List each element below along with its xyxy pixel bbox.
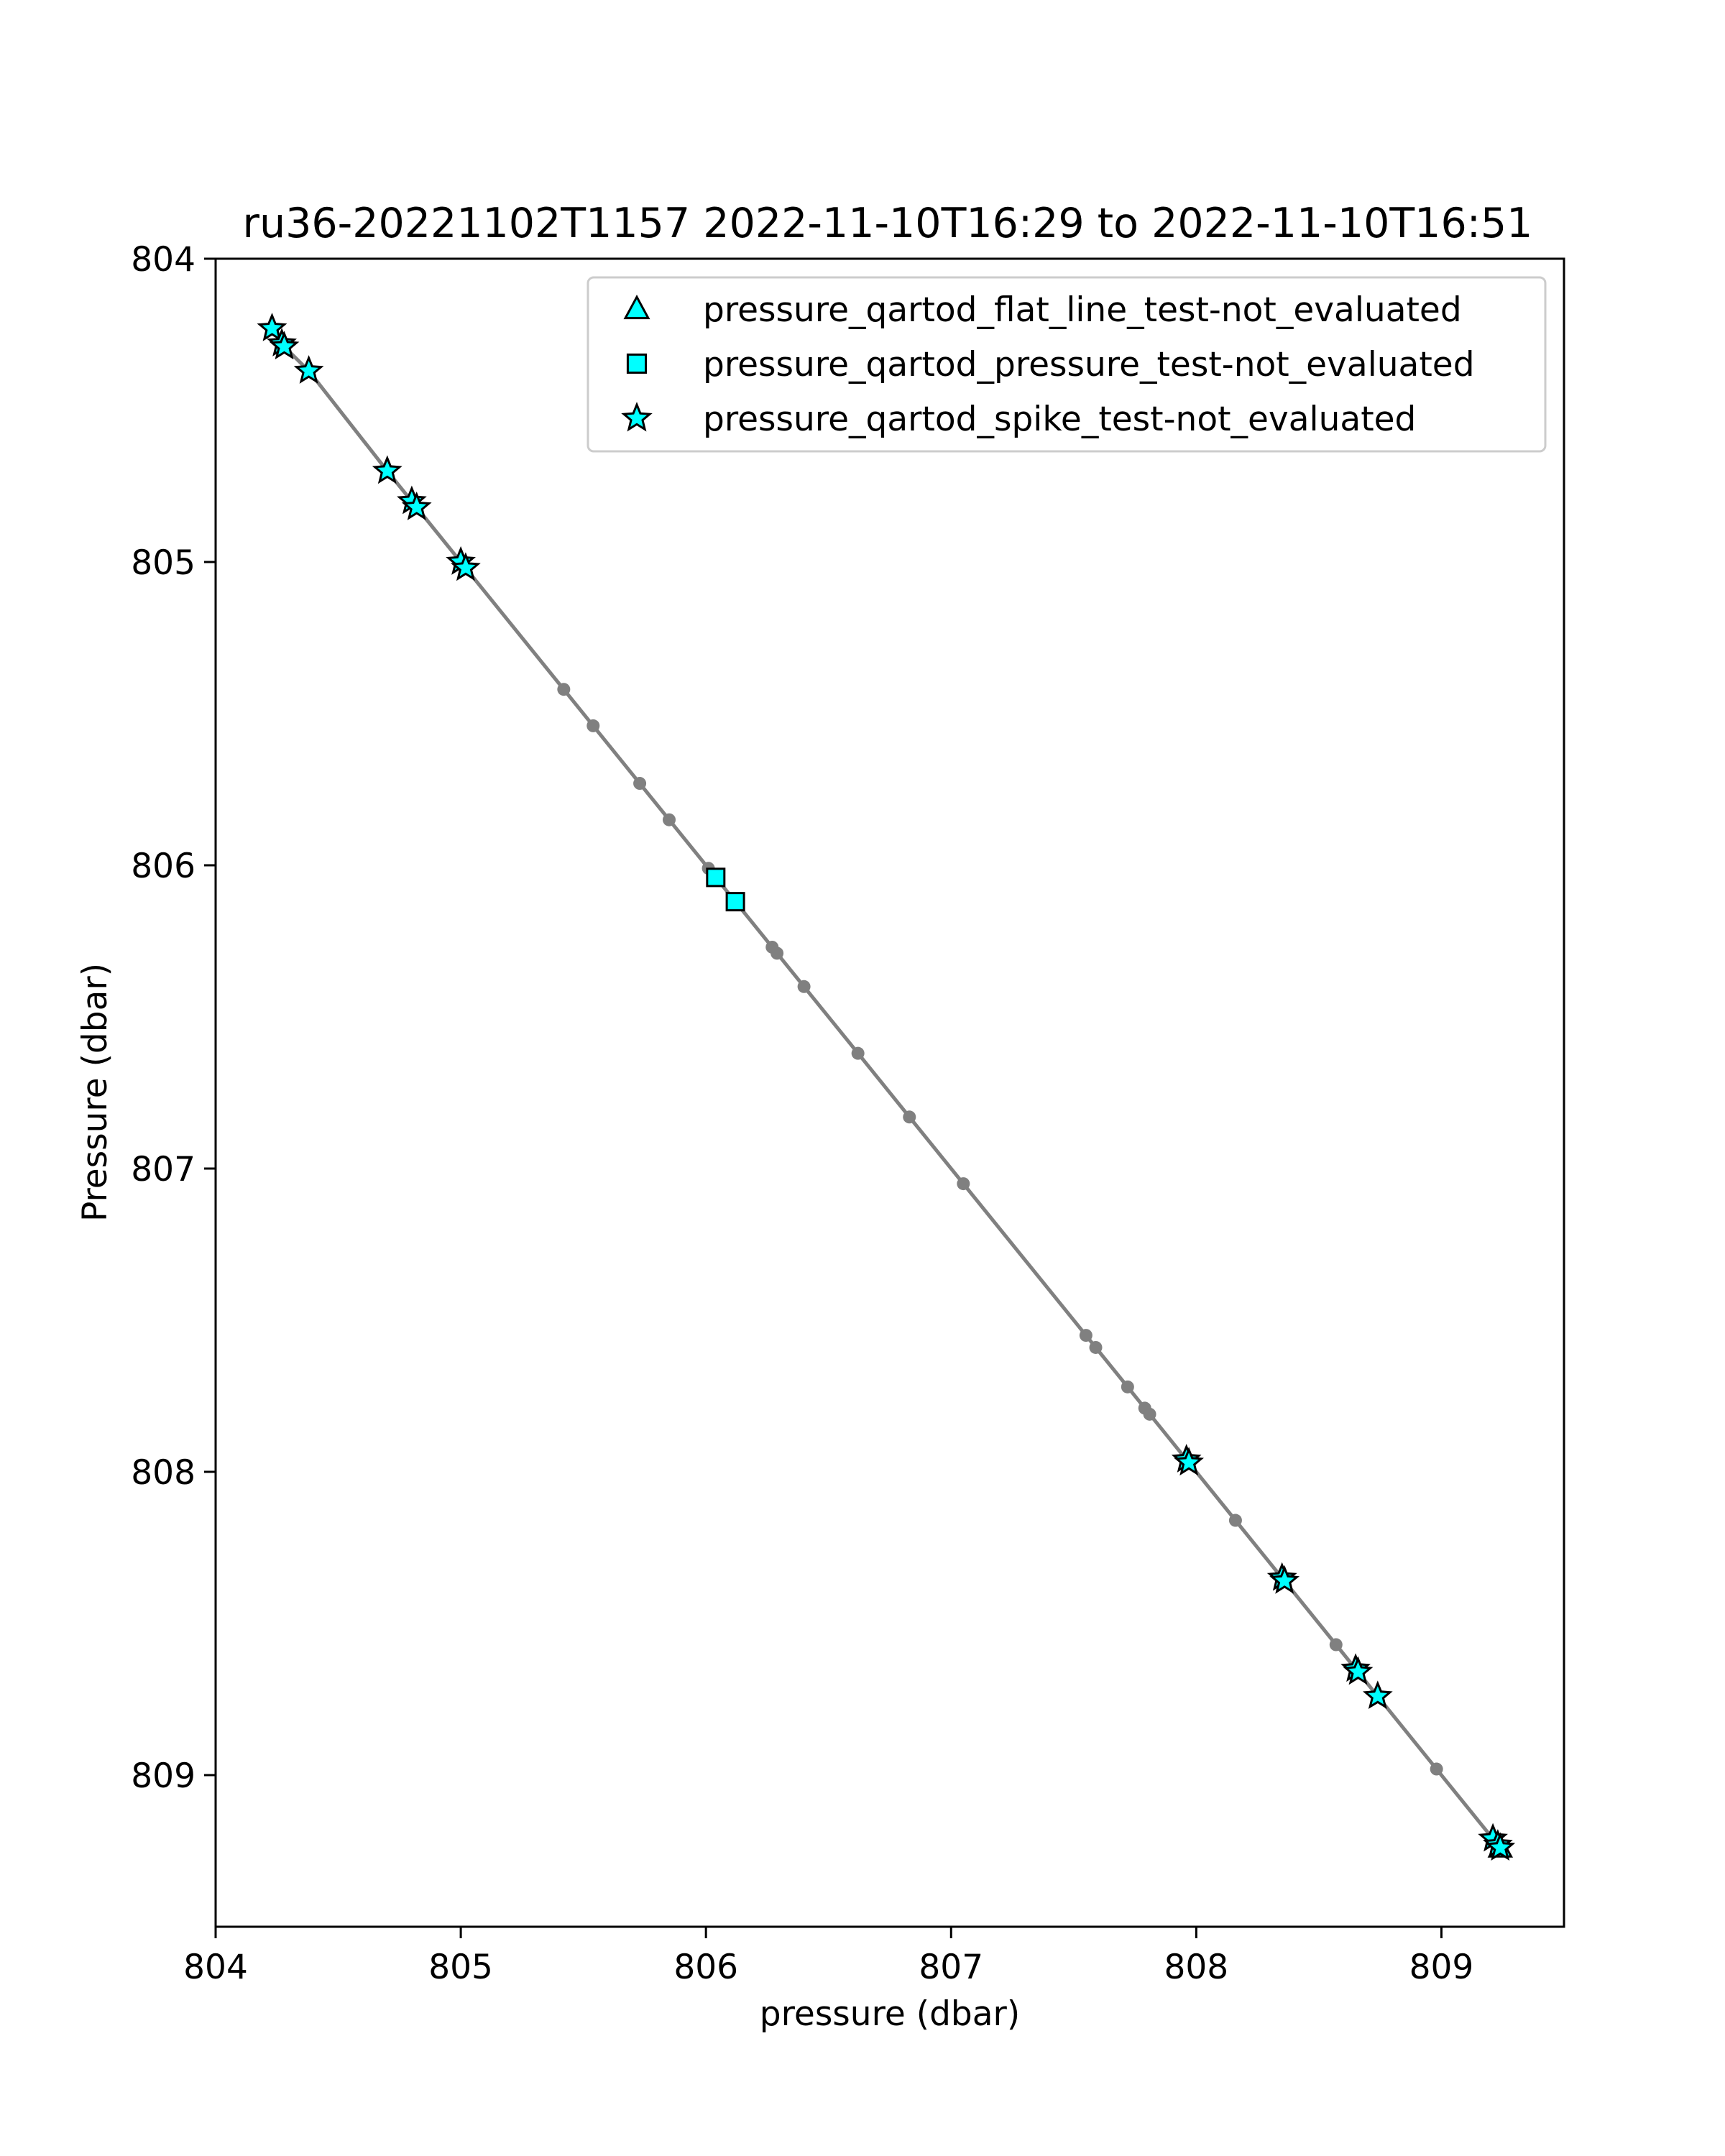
profile-point — [663, 813, 676, 826]
square-marker — [725, 892, 745, 912]
y-axis-label: Pressure (dbar) — [75, 963, 115, 1222]
profile-point — [1121, 1380, 1134, 1393]
y-tick-label: 806 — [131, 847, 196, 886]
profile-point — [797, 980, 811, 993]
chart-title: ru36-20221102T1157 2022-11-10T16:29 to 2… — [243, 200, 1533, 247]
y-axis: 804 805 806 807 808 809 — [131, 240, 216, 1796]
profile-point — [1228, 1514, 1242, 1527]
profile-point — [557, 683, 571, 696]
x-axis-label: pressure (dbar) — [760, 1994, 1020, 2034]
star-marker — [269, 331, 300, 360]
star-marker — [257, 313, 288, 341]
star-marker — [1269, 1565, 1300, 1594]
legend-label: pressure_qartod_spike_test-not_evaluated — [703, 400, 1416, 439]
profile-point — [1430, 1762, 1443, 1776]
x-tick-label: 809 — [1409, 1948, 1474, 1987]
y-tick-label: 807 — [131, 1150, 196, 1189]
x-tick-label: 805 — [428, 1948, 493, 1987]
profile-point — [586, 719, 600, 732]
profile-point — [633, 777, 647, 791]
star-marker — [372, 455, 402, 484]
y-tick-label: 808 — [131, 1453, 196, 1493]
legend-label: pressure_qartod_pressure_test-not_evalua… — [703, 345, 1475, 384]
profile-point — [1329, 1638, 1343, 1651]
profile-point — [1079, 1329, 1092, 1342]
star-marker — [401, 492, 432, 520]
legend-frame — [586, 276, 1547, 453]
x-tick-label: 806 — [673, 1948, 738, 1987]
square-marker — [706, 867, 726, 888]
profile-point — [957, 1177, 970, 1191]
profile-point — [903, 1110, 916, 1124]
x-tick-label: 808 — [1164, 1948, 1229, 1987]
star-marker — [451, 552, 481, 581]
profile-point — [1089, 1340, 1103, 1354]
legend-triangle-marker — [623, 295, 650, 320]
profile-point — [1143, 1407, 1156, 1421]
legend-square-marker — [626, 353, 648, 374]
y-tick-label: 809 — [131, 1756, 196, 1796]
profile-point — [851, 1046, 865, 1060]
y-tick-label: 804 — [131, 240, 196, 280]
star-marker — [1362, 1680, 1393, 1709]
legend-star-marker — [621, 402, 653, 432]
profile-line — [270, 327, 1502, 1849]
legend-label: pressure_qartod_flat_line_test-not_evalu… — [703, 290, 1462, 330]
star-marker — [1485, 1832, 1516, 1861]
legend: pressure_qartod_flat_line_test-not_evalu… — [586, 276, 1547, 453]
x-tick-label: 804 — [183, 1948, 248, 1987]
star-marker — [1343, 1656, 1374, 1685]
star-marker — [1174, 1447, 1204, 1476]
plot-area — [214, 257, 1565, 1928]
x-tick-label: 807 — [919, 1948, 983, 1987]
star-marker — [293, 355, 324, 384]
x-axis: 804 805 806 807 808 809 — [183, 1927, 1473, 1987]
plot-content — [257, 313, 1516, 1861]
profile-point — [770, 946, 784, 960]
y-tick-label: 805 — [131, 543, 196, 583]
